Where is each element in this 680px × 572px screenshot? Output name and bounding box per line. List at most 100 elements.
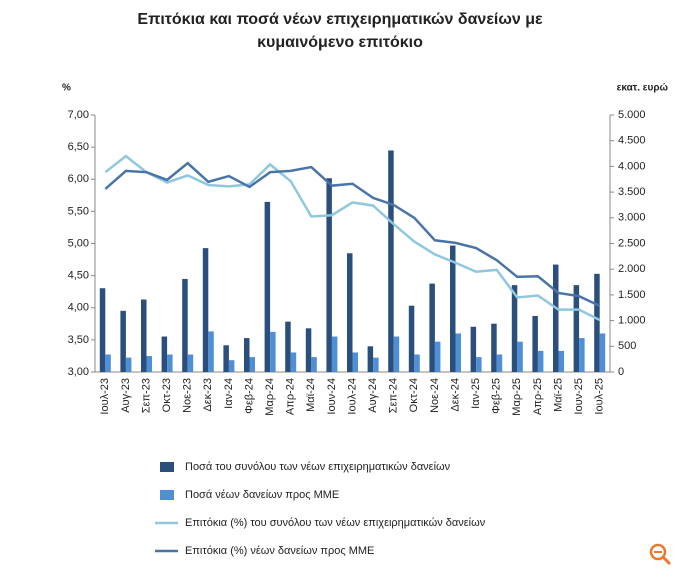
x-tick-label: Ιουλ-24 xyxy=(346,378,358,415)
bar xyxy=(249,357,255,372)
y-tick-label: 6,00 xyxy=(68,173,89,185)
bar xyxy=(311,357,317,372)
x-tick-label: Δεκ-24 xyxy=(449,378,461,412)
bar xyxy=(347,253,353,372)
x-tick-label: Σεπ-24 xyxy=(388,378,400,413)
x-tick-label: Μαϊ-24 xyxy=(305,378,317,412)
bar xyxy=(187,354,194,372)
y2-tick-label: 5.000 xyxy=(618,109,646,121)
legend-label: Ποσά νέων δανείων προς ΜΜΕ xyxy=(185,489,339,501)
bar xyxy=(352,352,358,372)
bar xyxy=(553,264,559,372)
x-tick-label: Οκτ-24 xyxy=(408,378,420,412)
bar xyxy=(120,310,126,372)
bar xyxy=(285,321,291,372)
chart-title: Επιτόκια και ποσά νέων επιχειρηματικών δ… xyxy=(137,11,543,51)
x-tick-label: Οκτ-23 xyxy=(161,378,173,412)
y2-tick-label: 2.000 xyxy=(618,263,646,275)
bar xyxy=(290,352,297,372)
bar xyxy=(105,354,111,372)
bar xyxy=(476,357,482,372)
x-tick-label: Νοε-24 xyxy=(429,378,441,413)
bar xyxy=(99,288,106,372)
bar xyxy=(450,245,456,372)
legend-label: Ποσά του συνόλου των νέων επιχειρηματικώ… xyxy=(185,461,451,473)
x-tick-label: Ιουλ-23 xyxy=(99,378,111,415)
bar xyxy=(429,283,435,372)
bar xyxy=(202,248,209,372)
bar xyxy=(455,333,461,372)
bar xyxy=(182,278,188,372)
bar xyxy=(414,354,420,372)
bar xyxy=(331,336,338,372)
y2-axis-label: εκατ. ευρώ xyxy=(617,83,669,94)
legend-label: Επιτόκια (%) νέων δανείων προς ΜΜΕ xyxy=(185,545,374,557)
bar xyxy=(208,331,214,372)
y2-tick-label: 2.500 xyxy=(618,237,646,249)
bar xyxy=(305,328,312,372)
y2-tick-label: 0 xyxy=(618,366,624,378)
bar xyxy=(393,336,400,372)
bar xyxy=(223,345,229,372)
zoom-handle[interactable] xyxy=(661,555,672,566)
bar xyxy=(270,331,276,372)
y-tick-label: 6,50 xyxy=(68,141,89,153)
bar xyxy=(537,350,544,372)
legend-swatch xyxy=(160,490,174,500)
bar xyxy=(434,341,441,372)
y-axis-label: % xyxy=(62,83,71,94)
bar xyxy=(146,356,152,372)
bar xyxy=(558,350,564,372)
y2-tick-label: 3.000 xyxy=(618,212,646,224)
bar xyxy=(517,341,523,372)
bar xyxy=(599,333,606,372)
legend-label: Επιτόκια (%) του συνόλου των νέων επιχει… xyxy=(185,517,486,529)
x-tick-label: Απρ-25 xyxy=(532,378,544,415)
bar xyxy=(573,285,580,372)
bar xyxy=(244,338,250,372)
x-tick-label: Μαρ-25 xyxy=(511,378,523,416)
x-tick-label: Αυγ-24 xyxy=(367,378,379,413)
y2-tick-label: 500 xyxy=(618,340,636,352)
x-tick-label: Μαϊ-25 xyxy=(552,378,564,412)
line xyxy=(104,161,601,307)
bar xyxy=(264,201,271,372)
x-tick-label: Ιουν-24 xyxy=(326,378,338,415)
x-tick-label: Ιαν-24 xyxy=(223,378,235,409)
x-tick-label: Σεπ-23 xyxy=(140,378,152,413)
y-tick-label: 7,00 xyxy=(68,109,89,121)
x-tick-label: Ιαν-25 xyxy=(470,378,482,409)
bar xyxy=(594,273,600,372)
bar xyxy=(511,285,518,372)
zoom-icon[interactable] xyxy=(649,543,672,566)
y2-tick-label: 3.500 xyxy=(618,186,646,198)
bar xyxy=(326,178,332,372)
legend-swatch xyxy=(160,462,174,472)
x-tick-label: Ιουν-25 xyxy=(573,378,585,415)
y2-tick-label: 4.500 xyxy=(618,135,646,147)
x-tick-label: Απρ-24 xyxy=(285,378,297,415)
bar xyxy=(125,357,132,372)
y2-tick-label: 1.000 xyxy=(618,315,646,327)
bar xyxy=(532,315,538,372)
bar xyxy=(367,346,374,372)
bar xyxy=(491,323,497,372)
y2-tick-label: 1.500 xyxy=(618,289,646,301)
y-tick-label: 5,00 xyxy=(68,237,89,249)
bar xyxy=(167,354,173,372)
x-tick-label: Φεβ-25 xyxy=(491,378,503,414)
x-tick-label: Αυγ-23 xyxy=(120,378,132,413)
x-tick-label: Δεκ-23 xyxy=(202,378,214,412)
x-tick-label: Νοε-23 xyxy=(182,378,194,413)
y-tick-label: 5,50 xyxy=(68,205,89,217)
bar xyxy=(470,326,477,372)
y-tick-label: 3,00 xyxy=(68,366,89,378)
y-tick-label: 3,50 xyxy=(68,334,89,346)
zoom-glass[interactable] xyxy=(649,543,667,561)
x-tick-label: Φεβ-24 xyxy=(243,378,255,414)
bar xyxy=(388,150,394,372)
x-tick-label: Μαρ-24 xyxy=(264,378,276,416)
bar xyxy=(579,338,585,372)
bar xyxy=(141,299,147,372)
